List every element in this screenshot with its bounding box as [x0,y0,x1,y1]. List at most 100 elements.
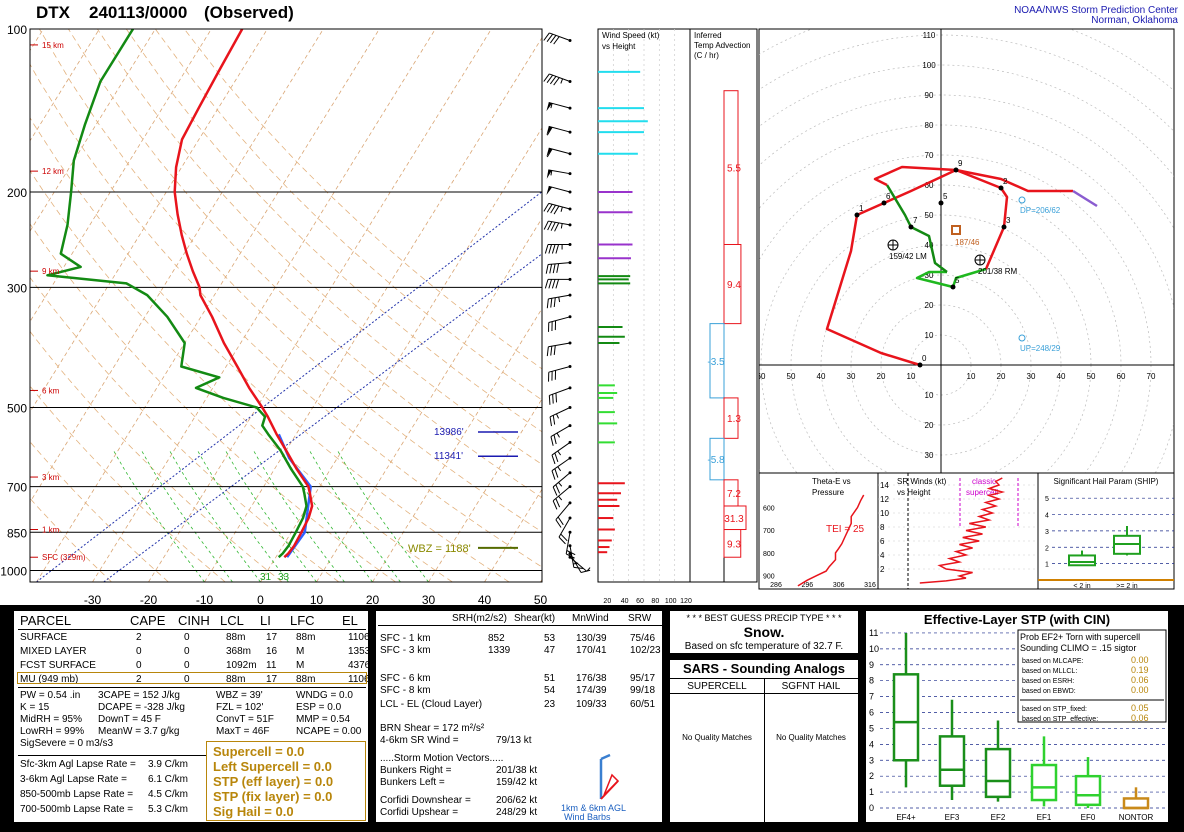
advection-value: 7.2 [727,489,741,500]
kinematics-cell: 176/38 [576,673,607,684]
theta-e-p-tick: 900 [763,574,775,581]
composite-params: Supercell = 0.0 Left Supercell = 0.0 STP (… [206,741,366,821]
parcel-cell: 0 [136,660,142,671]
lapse-rate-label: 700-500mb Lapse Rate = [20,804,134,815]
ship-tick: 2 [1045,545,1049,552]
kinematics-cell: 130/39 [576,633,607,644]
index-value: ConvT = 51F [216,714,274,725]
index-value: SigSevere = 0 m3/s3 [20,738,114,749]
corfidi-upshear-marker [1018,334,1026,342]
wind-barb [552,485,572,510]
pressure-tick-label: 700 [7,481,27,495]
agl-wind-barbs [599,753,620,800]
wind-barb-shaft [548,262,571,266]
composite-value: Sig Hail = 0.0 [213,804,294,819]
hodograph-height-marker [917,362,923,368]
hodograph-u-tick-pos: 40 [1057,372,1066,381]
wind-barb-flag [549,264,553,274]
wind-barb-flag [580,569,591,573]
stp-box [984,747,1012,799]
hodograph-u-tick-pos: 10 [967,372,976,381]
wind-barb-shaft [555,502,571,521]
wind-barb [558,516,572,545]
wind-barb-shaft [558,517,571,538]
height-label: 3 km [42,473,60,482]
wind-barb-shaft [549,407,571,418]
sr-winds-tick: 14 [880,481,889,490]
wind-barb-shaft [548,185,571,193]
wind-barb-flag [550,222,556,231]
wind-barb-half-flag [557,466,562,472]
advection-value: -3.5 [707,357,725,368]
wind-barb-flag [554,468,559,478]
ship-tick: 3 [1045,529,1049,536]
kinematics-header: SRH(m2/s2) Shear(kt) MnWind SRW [376,613,662,625]
wind-barb-flag [550,436,554,446]
theta-e-x-tick: 296 [801,582,813,589]
indices-block: PW = 0.54 .in K = 15 MidRH = 95% LowRH = 99… [20,690,366,752]
temperature-tick-label: 0 [257,593,264,605]
hodograph-height-label: 6 [886,192,891,201]
stp-box [1122,797,1150,810]
moist-adiabat [253,450,345,582]
wind-barb [568,555,591,572]
kinematics-panel: SRH(m2/s2) Shear(kt) MnWind SRW SFC - 1 km 8… [374,609,664,824]
dry-adiabat [125,29,542,433]
wind-barb-flag [552,486,558,496]
composite-value: Left Supercell = 0.0 [213,759,332,774]
wind-barb-half-flag [556,432,560,438]
hodograph-v-tick-pos: 70 [925,151,934,160]
parcel-cell: 17 [266,674,278,685]
sr-winds-tick: 12 [880,495,889,504]
advection-title-3: (C / hr) [694,51,719,60]
wind-barb-flag [546,127,553,136]
stp-prob-value: 0.06 [1131,713,1149,723]
wind-barb-flag [553,205,560,215]
hodograph-frame [758,28,1175,474]
sr-winds-tick: 2 [880,565,885,574]
hodograph-u-tick-neg: 50 [787,372,796,381]
parcel-cell: M [296,646,305,657]
theta-e-x-tick: 316 [864,582,876,589]
storm-motion-block: BRN Shear = 172 m²/s² 4-6km SR Wind = 79/1… [380,723,662,823]
wind-speed-tick-label: 100 [665,598,677,605]
isotherm [428,398,542,582]
surface-dewpoint-label: 31 [260,572,272,583]
kinematics-cell: 95/17 [630,673,656,684]
ship-tick: 5 [1045,496,1049,503]
hodograph-height-label: 9 [958,159,963,168]
stp-title: Effective-Layer STP (with CIN) [923,612,1111,627]
kinematics-cell: SFC - 6 km [380,673,431,684]
wind-barb [543,32,572,45]
wind-barb-flag [552,500,558,510]
temperature-tick-label: -30 [84,593,102,605]
wind-barb-shaft [550,425,571,438]
temperature-tick-label: 40 [478,593,492,605]
stp-prob-value: 0.00 [1131,685,1149,695]
wind-barb-pennant [546,169,552,179]
parcel-cell: 0 [184,674,190,685]
corfidi-upshear-label: Corfidi Upshear = [380,807,459,818]
advection-block [723,529,742,558]
wind-barb-flag [546,203,553,213]
parcel-cell: 1106' [348,632,372,643]
lapse-rate-label: Sfc-3km Agl Lapse Rate = [20,759,136,770]
wind-speed-tick-label: 60 [636,598,644,605]
sr-winds-trace [919,477,1006,584]
stp-tick: 8 [869,676,874,686]
theta-e-x-tick: 306 [833,582,845,589]
wind-barb-shaft [569,556,588,572]
moist-adiabat [197,450,289,582]
parcel-cell: 0 [136,646,142,657]
advection-value: 5.5 [727,164,741,175]
wind-barb-flag [555,484,561,494]
parcel-cell: 2 [136,632,142,643]
wind-barb-shaft [548,316,571,323]
advection-value: -5.8 [707,455,725,466]
wind-speed-tick-label: 20 [603,598,611,605]
wind-barb-flag [555,498,561,508]
isotherm [30,29,324,503]
kinematics-cell: 1339 [488,645,511,656]
